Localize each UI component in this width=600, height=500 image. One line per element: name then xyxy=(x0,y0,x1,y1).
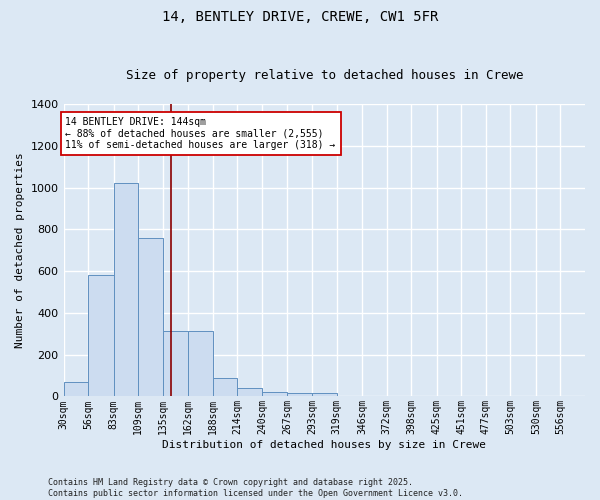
Bar xyxy=(64,382,88,396)
Bar xyxy=(88,276,113,396)
Bar xyxy=(262,392,287,396)
Bar xyxy=(163,330,188,396)
Bar xyxy=(188,330,213,396)
Bar xyxy=(213,378,238,396)
Bar xyxy=(113,184,138,396)
Title: Size of property relative to detached houses in Crewe: Size of property relative to detached ho… xyxy=(125,69,523,82)
Text: 14, BENTLEY DRIVE, CREWE, CW1 5FR: 14, BENTLEY DRIVE, CREWE, CW1 5FR xyxy=(162,10,438,24)
Text: Contains HM Land Registry data © Crown copyright and database right 2025.
Contai: Contains HM Land Registry data © Crown c… xyxy=(48,478,463,498)
Bar xyxy=(287,394,312,396)
Bar xyxy=(238,388,262,396)
Bar xyxy=(138,238,163,396)
Text: 14 BENTLEY DRIVE: 144sqm
← 88% of detached houses are smaller (2,555)
11% of sem: 14 BENTLEY DRIVE: 144sqm ← 88% of detach… xyxy=(65,116,335,150)
Bar xyxy=(312,394,337,396)
X-axis label: Distribution of detached houses by size in Crewe: Distribution of detached houses by size … xyxy=(162,440,486,450)
Y-axis label: Number of detached properties: Number of detached properties xyxy=(15,152,25,348)
